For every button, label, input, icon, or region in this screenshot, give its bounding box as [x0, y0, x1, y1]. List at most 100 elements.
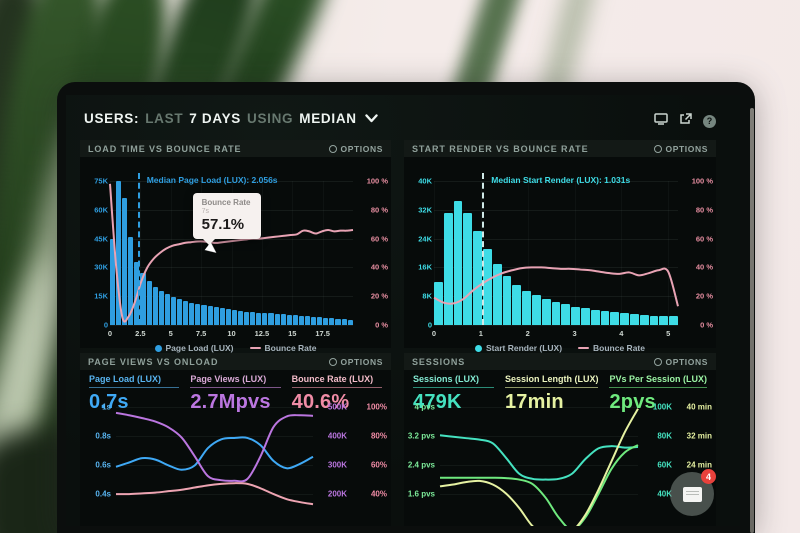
options-button[interactable]: OPTIONS	[653, 357, 708, 367]
axis-tick: 5	[168, 329, 173, 338]
bar[interactable]	[183, 301, 189, 325]
bar[interactable]	[639, 314, 649, 325]
chat-widget-button[interactable]: 4	[670, 469, 716, 516]
bar[interactable]	[434, 281, 443, 325]
axis-tick: 80 %	[370, 205, 388, 215]
bar[interactable]	[298, 315, 304, 325]
bar[interactable]	[311, 316, 317, 325]
axis-tick: 4	[619, 329, 624, 338]
bar[interactable]	[580, 308, 590, 325]
trend-lines	[116, 399, 313, 526]
legend-item[interactable]: Start Render (LUX)	[474, 343, 562, 353]
options-button[interactable]: OPTIONS	[328, 144, 383, 154]
bar[interactable]	[443, 213, 453, 325]
series-line[interactable]	[440, 435, 638, 479]
bar[interactable]	[600, 311, 610, 325]
bar[interactable]	[207, 305, 213, 325]
bar[interactable]	[463, 213, 473, 325]
bar[interactable]	[286, 315, 292, 325]
bar[interactable]	[551, 301, 561, 325]
bar[interactable]	[590, 309, 600, 325]
bar[interactable]	[541, 299, 551, 325]
share-icon[interactable]	[679, 112, 692, 130]
bar[interactable]	[482, 249, 492, 325]
axis-tick: 60%	[370, 460, 387, 470]
legend-item[interactable]: Page Load (LUX)	[154, 343, 234, 353]
bar[interactable]	[531, 295, 541, 325]
series-line[interactable]	[440, 445, 638, 526]
bar[interactable]	[659, 316, 669, 325]
page-title[interactable]: USERS: LAST 7 DAYS USING MEDIAN	[84, 111, 378, 126]
bar[interactable]	[195, 303, 201, 325]
legend: Page Load (LUX) Bounce Rate	[80, 343, 391, 353]
chevron-down-icon[interactable]	[365, 114, 378, 123]
bar[interactable]	[244, 311, 250, 325]
axis-tick: 40 %	[370, 262, 388, 272]
bar[interactable]	[128, 236, 134, 325]
bar[interactable]	[225, 308, 231, 325]
help-icon[interactable]: ?	[703, 114, 716, 128]
bar[interactable]	[329, 318, 335, 325]
bar[interactable]	[164, 294, 170, 325]
bar[interactable]	[268, 313, 274, 325]
bar[interactable]	[231, 309, 237, 325]
bar[interactable]	[177, 299, 183, 325]
bar[interactable]	[237, 310, 244, 325]
bar[interactable]	[140, 273, 146, 325]
gridline	[322, 181, 324, 325]
bar[interactable]	[335, 318, 341, 325]
series-line[interactable]	[116, 483, 313, 504]
bar[interactable]	[502, 276, 512, 325]
bar[interactable]	[571, 306, 580, 325]
bar[interactable]	[250, 311, 256, 325]
bar[interactable]	[122, 198, 128, 325]
tooltip-sub: 7s	[201, 207, 210, 215]
bar[interactable]	[522, 290, 531, 325]
bar[interactable]	[189, 302, 195, 325]
bar[interactable]	[201, 304, 207, 325]
bar[interactable]	[280, 314, 286, 325]
series-line[interactable]	[440, 409, 638, 526]
axis-tick-row: 40K	[642, 489, 712, 498]
bar[interactable]	[158, 291, 164, 325]
bar[interactable]	[213, 306, 219, 325]
x-axis: 0 1 2 3 4 5	[432, 329, 678, 339]
bar[interactable]	[649, 315, 659, 325]
bar[interactable]	[305, 316, 311, 325]
series-line[interactable]	[116, 413, 313, 481]
bar[interactable]	[152, 286, 158, 325]
notification-badge: 4	[701, 469, 716, 484]
bar[interactable]	[219, 307, 225, 325]
bar[interactable]	[323, 317, 329, 325]
bar[interactable]	[347, 319, 353, 325]
options-button[interactable]: OPTIONS	[653, 144, 708, 154]
bar[interactable]	[274, 313, 280, 325]
bar[interactable]	[262, 313, 268, 325]
options-button[interactable]: OPTIONS	[328, 357, 383, 367]
axis-tick: 15K	[94, 291, 108, 301]
series-line[interactable]	[116, 437, 313, 469]
bar[interactable]	[473, 231, 482, 325]
bar[interactable]	[629, 314, 639, 325]
bar[interactable]	[116, 181, 122, 325]
bar[interactable]	[669, 316, 678, 325]
axis-tick: 0.6s	[95, 460, 111, 470]
metric-bounce-rate: Bounce Rate (LUX) 40.6%	[291, 374, 382, 414]
bar[interactable]	[317, 317, 323, 325]
legend-item[interactable]: Bounce Rate	[249, 343, 316, 353]
bar[interactable]	[292, 315, 298, 325]
bar[interactable]	[561, 304, 571, 325]
axis-tick-row: 80K 32 min	[642, 431, 712, 440]
monitor-icon[interactable]	[654, 112, 668, 130]
bar[interactable]	[610, 312, 620, 325]
bar[interactable]	[256, 312, 262, 325]
bar[interactable]	[170, 297, 177, 325]
bar[interactable]	[110, 238, 116, 325]
bar[interactable]	[620, 313, 629, 325]
bar[interactable]	[341, 319, 347, 325]
bar[interactable]	[512, 285, 522, 325]
legend-item[interactable]: Bounce Rate	[578, 343, 645, 353]
bar[interactable]	[492, 263, 502, 325]
bar[interactable]	[453, 200, 463, 325]
bar[interactable]	[146, 280, 152, 325]
